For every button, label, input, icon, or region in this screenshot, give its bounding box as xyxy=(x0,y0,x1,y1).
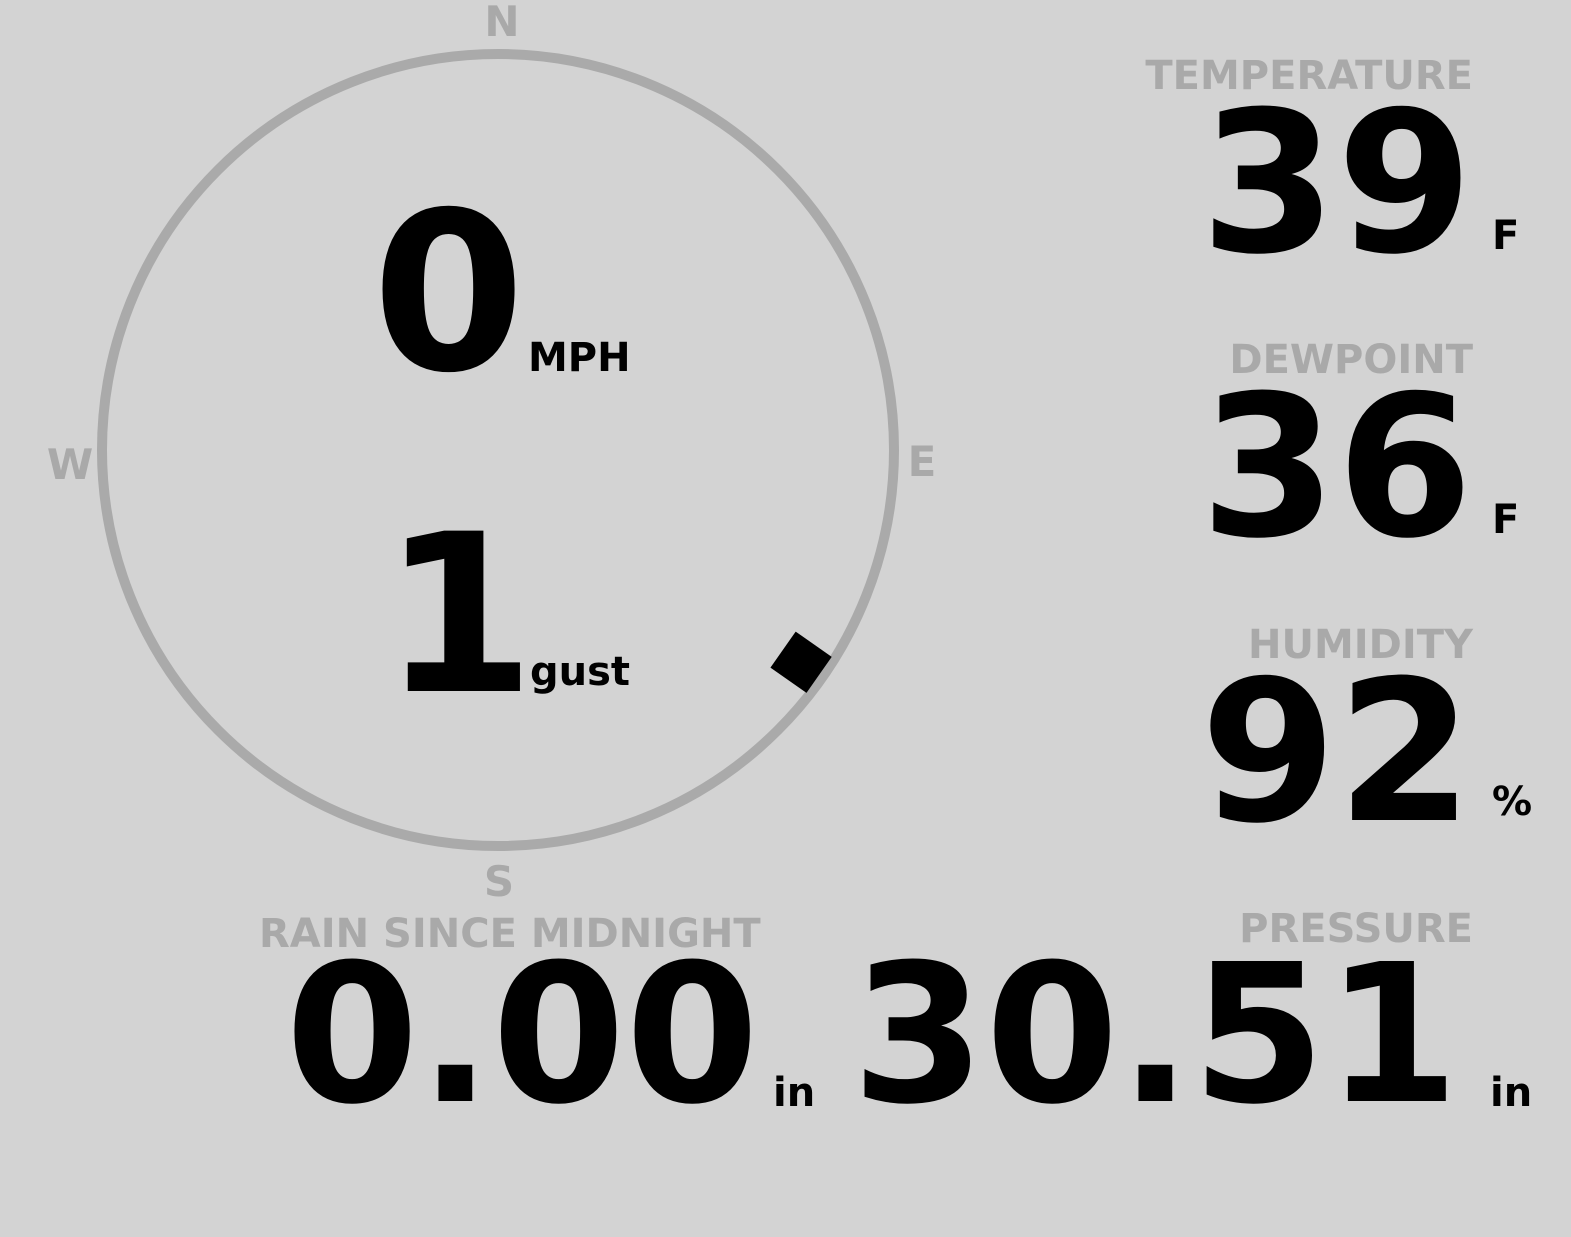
wind-speed-unit: MPH xyxy=(528,335,631,381)
wind-gust-unit: gust xyxy=(530,649,631,695)
pressure-value: 30.51 xyxy=(851,924,1459,1147)
temperature-card: TEMPERATURE xyxy=(1145,56,1473,96)
rain-label: RAIN SINCE MIDNIGHT xyxy=(259,911,761,957)
temperature-label: TEMPERATURE xyxy=(1145,53,1473,99)
wind-speed-value: 0 xyxy=(372,165,526,421)
temperature-value: 39 xyxy=(1200,70,1473,298)
dewpoint-value: 36 xyxy=(1200,354,1473,582)
compass-west-label: W xyxy=(46,440,94,489)
wind-gust-value: 1 xyxy=(382,487,536,743)
wind-compass xyxy=(97,49,899,851)
temperature-unit: F xyxy=(1492,213,1520,259)
humidity-value: 92 xyxy=(1200,639,1473,867)
pressure-label: PRESSURE xyxy=(1239,906,1473,952)
pressure-card: PRESSURE xyxy=(1239,909,1473,949)
compass-south-label: S xyxy=(483,857,515,906)
compass-ring xyxy=(97,49,899,851)
compass-east-label: E xyxy=(907,437,937,486)
pressure-unit: in xyxy=(1490,1070,1533,1116)
dewpoint-unit: F xyxy=(1492,497,1520,543)
rain-value: 0.00 xyxy=(285,924,759,1147)
humidity-unit: % xyxy=(1492,779,1533,825)
humidity-card: HUMIDITY xyxy=(1248,625,1473,665)
wind-direction-marker xyxy=(770,631,832,693)
dewpoint-card: DEWPOINT xyxy=(1229,340,1473,380)
compass-north-label: N xyxy=(484,0,520,46)
humidity-label: HUMIDITY xyxy=(1248,622,1473,668)
rain-unit: in xyxy=(773,1070,816,1116)
dewpoint-label: DEWPOINT xyxy=(1229,337,1473,383)
